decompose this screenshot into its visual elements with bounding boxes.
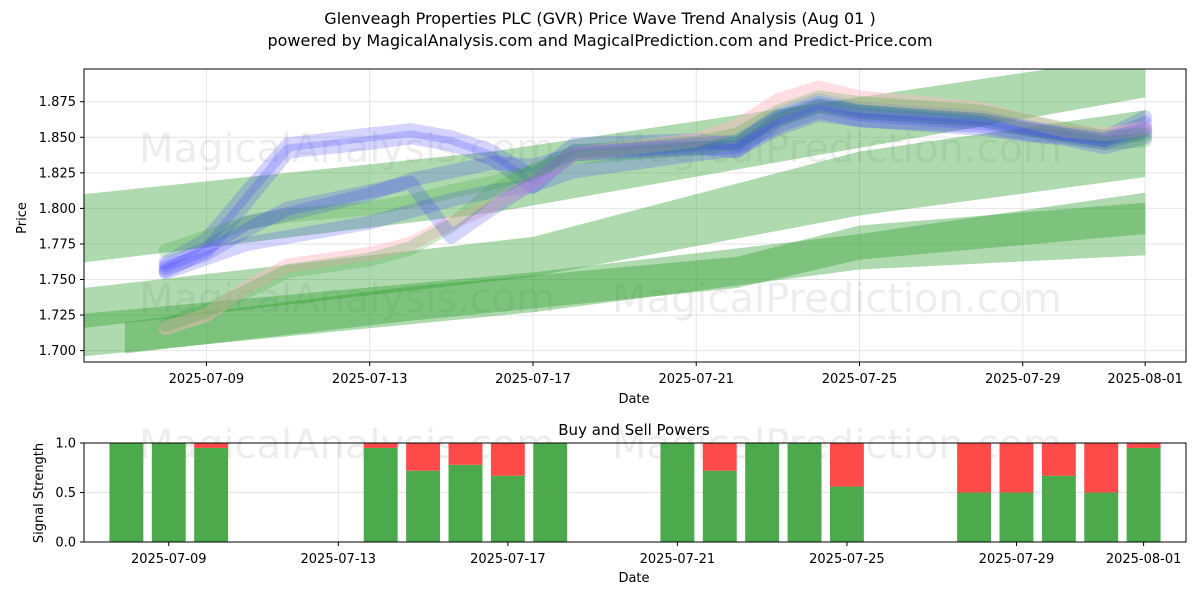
price-wave xyxy=(158,98,1153,259)
price-wave xyxy=(158,90,1153,333)
signal-chart-title: Buy and Sell Powers xyxy=(558,421,710,439)
buy-bar xyxy=(829,486,864,542)
price-y-axis: 1.700 1.725 1.750 1.775 1.800 1.825 1.850 1.875 xyxy=(39,95,84,359)
buy-bar xyxy=(660,443,695,542)
price-plot-frame xyxy=(83,68,1187,363)
x-tick-label: 2025-07-25 xyxy=(822,372,898,387)
price-wave xyxy=(158,98,1153,278)
y-tick-label: 1.725 xyxy=(39,309,76,324)
sell-bar xyxy=(490,443,525,476)
y-tick-label: 1.0 xyxy=(55,437,76,452)
y-tick-label: 1.850 xyxy=(39,131,76,146)
price-y-axis-label: Price xyxy=(15,202,30,234)
trend-band xyxy=(84,192,1146,357)
watermark-text: MagicalPrediction.com xyxy=(612,276,1062,322)
x-tick-label: 2025-07-29 xyxy=(979,552,1055,567)
x-tick-label: 2025-07-13 xyxy=(332,372,408,387)
sell-bar xyxy=(702,443,737,471)
chart-title: Glenveagh Properties PLC (GVR) Price Wav… xyxy=(324,9,876,28)
buy-bar xyxy=(1126,447,1161,542)
buy-bar xyxy=(787,443,822,542)
price-wave xyxy=(158,104,1153,273)
x-tick-label: 2025-07-21 xyxy=(658,372,734,387)
y-tick-label: 1.775 xyxy=(39,237,76,252)
sell-bar xyxy=(999,443,1034,493)
watermark-text: MagicalPrediction.com xyxy=(612,126,1062,172)
watermark-text: MagicalAnalysis.com xyxy=(139,276,555,322)
price-grid xyxy=(84,69,1186,362)
x-tick-label: 2025-07-17 xyxy=(470,552,546,567)
buy-bar xyxy=(194,447,229,542)
x-tick-label: 2025-07-09 xyxy=(169,372,245,387)
price-wave xyxy=(158,107,1153,280)
buy-bar xyxy=(490,475,525,542)
signal-y-axis-label: Signal Strength xyxy=(32,443,47,543)
price-x-axis-label: Date xyxy=(618,392,649,407)
x-tick-label: 2025-08-01 xyxy=(1107,372,1183,387)
x-tick-label: 2025-07-09 xyxy=(131,552,207,567)
buy-bar xyxy=(702,470,737,542)
sell-bar xyxy=(448,443,483,465)
buy-bar xyxy=(1041,475,1076,542)
x-tick-label: 2025-07-29 xyxy=(985,372,1061,387)
buy-bar xyxy=(448,464,483,542)
buy-bar xyxy=(999,492,1034,542)
sell-bar xyxy=(1084,443,1119,493)
trend-bands xyxy=(84,69,1146,357)
buy-bar xyxy=(151,443,186,542)
signal-y-axis: 0.0 0.5 1.0 xyxy=(55,437,84,551)
sell-bar xyxy=(957,443,992,493)
buy-bar xyxy=(745,443,780,542)
price-wave xyxy=(158,96,1153,276)
chart-subtitle: powered by MagicalAnalysis.com and Magic… xyxy=(267,31,933,50)
x-tick-label: 2025-08-01 xyxy=(1106,552,1182,567)
price-wave xyxy=(158,80,1153,335)
trend-band xyxy=(124,202,1146,354)
trend-band xyxy=(84,110,1146,328)
y-tick-label: 1.875 xyxy=(39,95,76,110)
y-tick-label: 1.800 xyxy=(39,202,76,217)
y-tick-label: 0.0 xyxy=(55,536,76,551)
signal-x-axis: 2025-07-09 2025-07-13 2025-07-17 2025-07-21… xyxy=(131,542,1181,567)
y-tick-label: 0.5 xyxy=(55,486,76,501)
y-tick-label: 1.825 xyxy=(39,166,76,181)
signal-panel: Buy and Sell Powers MagicalAnalysis.com … xyxy=(32,421,1187,586)
signal-x-axis-label: Date xyxy=(618,571,649,586)
price-waves xyxy=(158,80,1153,335)
watermark-text: MagicalAnalysis.com xyxy=(139,126,555,172)
x-tick-label: 2025-07-25 xyxy=(809,552,885,567)
trend-band xyxy=(84,69,1146,263)
signal-bars xyxy=(109,443,1161,542)
x-tick-label: 2025-07-13 xyxy=(301,552,377,567)
sell-bar xyxy=(363,443,398,448)
sell-bar xyxy=(194,443,229,448)
sell-bar xyxy=(1126,443,1161,448)
x-tick-label: 2025-07-21 xyxy=(640,552,716,567)
price-watermarks: MagicalAnalysis.com MagicalPrediction.co… xyxy=(139,126,1062,322)
buy-bar xyxy=(1084,492,1119,542)
sell-bar xyxy=(406,443,441,471)
sell-bar xyxy=(829,443,864,487)
sell-bar xyxy=(1041,443,1076,476)
price-wave xyxy=(158,93,1153,270)
x-tick-label: 2025-07-17 xyxy=(495,372,571,387)
price-panel: MagicalAnalysis.com MagicalPrediction.co… xyxy=(15,68,1187,407)
price-plot-area xyxy=(84,69,1186,362)
y-tick-label: 1.700 xyxy=(39,344,76,359)
buy-bar xyxy=(533,443,568,542)
buy-bar xyxy=(957,492,992,542)
buy-bar xyxy=(406,470,441,542)
price-x-axis: 2025-07-09 2025-07-13 2025-07-17 2025-07-21… xyxy=(169,362,1183,387)
y-tick-label: 1.750 xyxy=(39,273,76,288)
buy-bar xyxy=(109,443,144,542)
buy-bar xyxy=(363,447,398,542)
